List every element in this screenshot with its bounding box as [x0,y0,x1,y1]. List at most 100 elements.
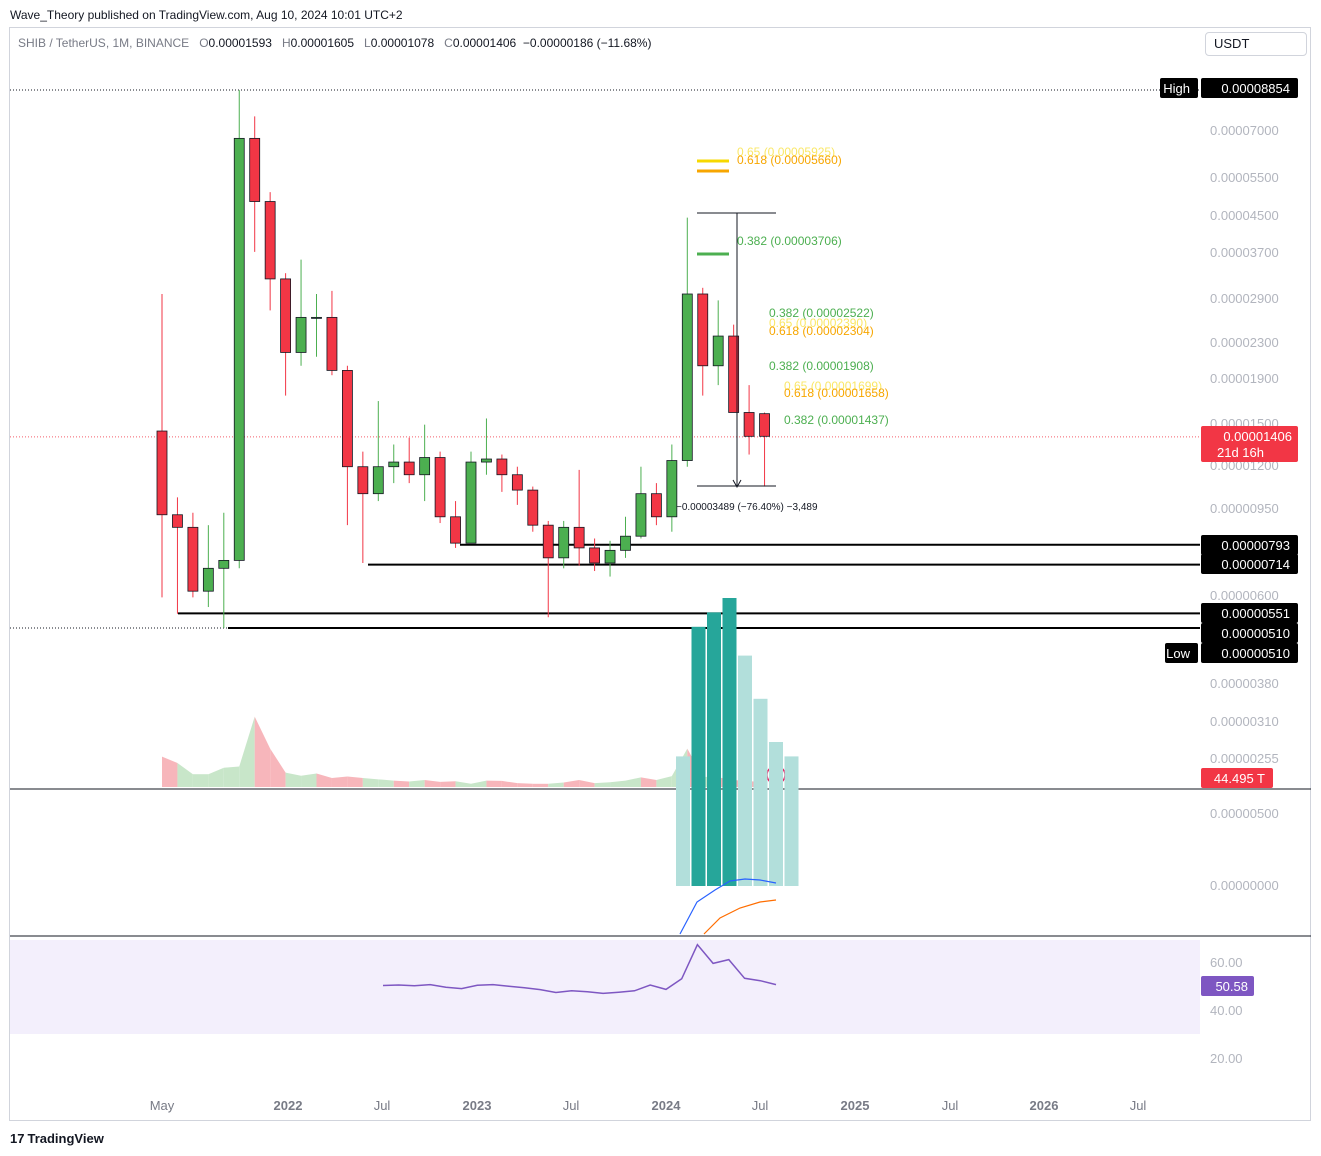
volume-area-segment [501,780,518,787]
volume-area-segment [393,780,410,787]
volume-area-segment [455,781,471,787]
volume-area-segment [239,716,255,787]
x-tick-label: Jul [942,1098,959,1113]
low-price-badge-bg [1201,643,1298,663]
macd-histogram-bar [753,698,768,886]
candle-body [511,474,523,491]
countdown-value: 21d 16h [1217,445,1264,460]
measure-arrow [732,479,742,489]
candle-body [465,461,477,544]
fib-label: 0.65 (0.00002390) [769,316,867,330]
publisher-line: Wave_Theory published on TradingView.com… [10,8,403,22]
candle-body [419,457,431,476]
currency-button[interactable]: USDT [1205,32,1307,56]
macd-histogram-bar [676,756,690,886]
macd-histogram-bar [738,655,752,886]
candle-body [280,278,292,353]
high-price-badge-bg [1201,78,1298,98]
high-label: H [281,36,291,50]
macd-line [679,878,777,935]
candle-body [728,335,740,413]
volume-area-segment [285,772,302,787]
open-label: O [199,36,209,50]
level-badge: 0.00000714 [1221,557,1290,572]
high-tag: High [1163,81,1190,96]
candle-body [187,526,199,592]
y-tick-label: 0.00007000 [1210,123,1279,138]
x-tick-label: Jul [374,1098,391,1113]
candle-body [527,489,539,526]
macd-histogram-bar [769,742,783,886]
level-badge: 0.00000510 [1221,626,1290,641]
macd-histogram-bar [784,756,799,886]
x-tick-label: 2022 [274,1098,303,1113]
candle-body [311,316,322,319]
fib-label: 0.382 (0.00002522) [769,306,874,320]
level-badge-bg [1201,535,1298,555]
x-tick-label: Jul [1130,1098,1147,1113]
y-tick-label: 0.00000600 [1210,588,1279,603]
candle-body [156,430,168,516]
candle-body [712,335,724,367]
candle-body [743,412,755,437]
candle-body [172,514,183,528]
macd-y-tick: 0.00000000 [1210,878,1279,893]
y-tick-label: 0.00005500 [1210,170,1279,185]
volume-area-segment [424,779,441,787]
candle-body [295,316,307,353]
volume-area-segment [162,756,178,787]
rsi-y-tick: 20.00 [1210,1051,1243,1066]
chart-frame [9,27,1311,1121]
close-label: C [444,36,453,50]
measure-label: −0.00003489 (−76.40%) −3,489 [676,502,818,513]
tradingview-logo-icon: 17 [10,1131,25,1146]
candle-body [450,516,461,544]
y-tick-label: 0.00000380 [1210,676,1279,691]
candle-body [326,316,338,371]
signal-line [703,899,777,935]
macd-histogram-bar [691,626,706,886]
high-tag-bg [1160,78,1198,98]
candle-body [697,293,709,367]
volume-area-segment [579,779,595,787]
volume-area-segment [223,766,240,787]
candle-body [666,460,678,518]
last-price-value: 0.00001406 [1223,429,1292,444]
volume-area-segment [177,763,193,787]
low-price-badge: 0.00000510 [1221,646,1290,661]
fib-label: 0.382 (0.00003706) [737,234,842,248]
symbol-name[interactable]: SHIB / TetherUS, 1M, BINANCE [18,36,190,50]
y-tick-label: 0.00004500 [1210,208,1279,223]
volume-area-segment [548,782,564,787]
candle-body [651,493,662,518]
fib-label: 0.618 (0.00002304) [769,324,874,338]
candle-body [202,567,214,592]
y-tick-label: 0.00002300 [1210,335,1279,350]
fib-label: 0.65 (0.00001699) [784,379,882,393]
rsi-badge-bg [1201,976,1254,996]
volume-area-segment [192,774,209,787]
tradingview-footer[interactable]: 17 TradingView [10,1131,104,1146]
level-badge: 0.00000551 [1221,606,1290,621]
fib-label: 0.618 (0.00001658) [784,386,889,400]
volume-area-segment [532,783,549,787]
open-value: 0.00001593 [208,36,272,50]
candle-body [620,535,631,551]
x-tick-label: Jul [752,1098,769,1113]
candle-body [249,137,261,202]
volume-area-segment [594,782,611,787]
volume-area-segment [517,783,533,787]
low-label: L [364,36,371,50]
rsi-value: 50.58 [1215,979,1248,994]
low-value: 0.00001078 [370,36,435,50]
candle-body [403,461,415,476]
volume-area-segment [440,781,456,787]
fib-label: 0.382 (0.00001437) [784,413,889,427]
volume-area-segment [563,779,580,787]
x-tick-label: 2025 [841,1098,870,1113]
candle-body [573,526,585,549]
candle-body [558,526,570,559]
volume-area-segment [656,776,672,787]
high-value: 0.00001605 [290,36,355,50]
